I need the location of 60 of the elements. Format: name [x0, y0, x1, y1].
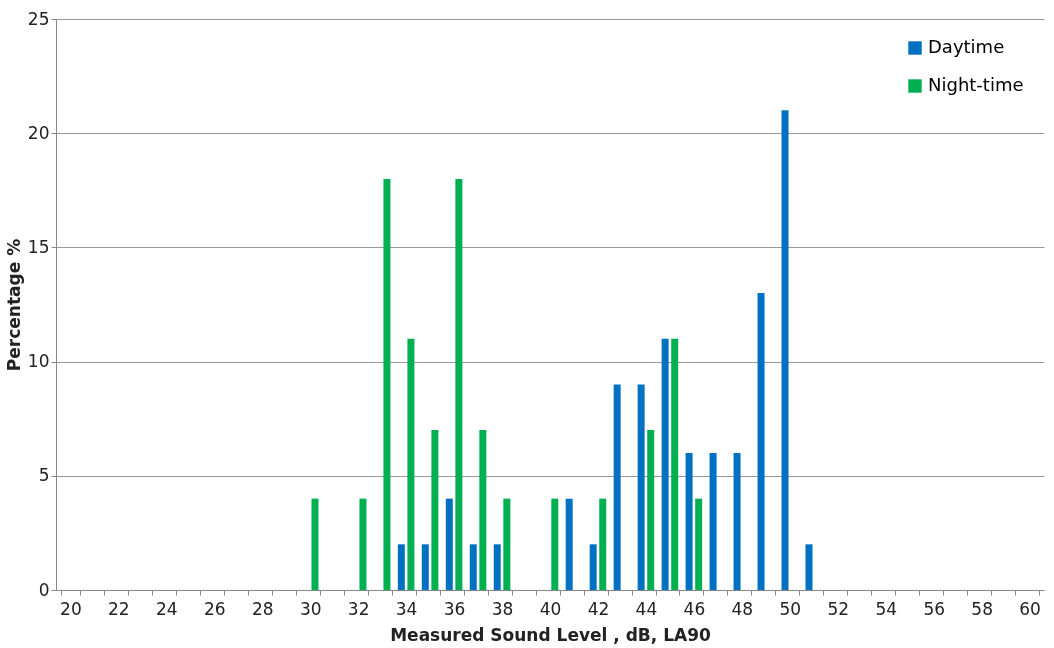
x-tick-label: 24: [155, 598, 178, 619]
x-tick-label: 26: [203, 598, 226, 619]
bar: [421, 544, 429, 590]
bar: [733, 452, 741, 590]
x-tick-label: 20: [60, 598, 82, 619]
bar: [671, 338, 679, 590]
legend-label: Night-time: [928, 74, 1024, 95]
bar: [599, 498, 607, 590]
bar: [397, 544, 405, 590]
y-tick-label: 15: [27, 236, 50, 257]
x-axis-title: Measured Sound Level , dB, LA90: [390, 624, 711, 645]
bar: [407, 338, 415, 590]
bar: [781, 110, 789, 590]
x-tick-label: 36: [443, 598, 466, 619]
bar: [637, 384, 645, 590]
x-tick-label: 48: [731, 598, 754, 619]
x-tick-label: 22: [108, 598, 130, 619]
bar: [469, 544, 477, 590]
bar: [685, 452, 693, 590]
x-tick-label: 30: [299, 598, 322, 619]
x-tick-label: 42: [587, 598, 610, 619]
bar: [661, 338, 669, 590]
x-tick-label: 46: [683, 598, 706, 619]
bar: [613, 384, 621, 590]
bar: [589, 544, 597, 590]
x-tick-label: 44: [635, 598, 658, 619]
x-tick-label: 52: [827, 598, 850, 619]
bar: [757, 293, 765, 590]
x-tick-label: 58: [971, 598, 993, 619]
x-tick-label: 28: [251, 598, 274, 619]
bar: [565, 498, 573, 590]
y-tick-label: 5: [38, 465, 50, 486]
bar: [551, 498, 559, 590]
y-tick-label: 0: [38, 579, 50, 600]
bar: [479, 430, 487, 590]
legend-label: Daytime: [928, 36, 1005, 57]
x-tick-label: 60: [1019, 598, 1041, 619]
bar: [445, 498, 453, 590]
bar: [431, 430, 439, 590]
bar: [709, 452, 717, 590]
x-tick-label: 38: [491, 598, 514, 619]
y-axis-title: Percentage %: [3, 238, 24, 372]
x-tick-label: 56: [923, 598, 946, 619]
bar: [359, 498, 367, 590]
bar: [695, 498, 703, 590]
y-tick-label: 25: [27, 8, 50, 29]
x-tick-label: 40: [539, 598, 562, 619]
y-tick-label: 20: [27, 122, 50, 143]
x-tick-label: 32: [347, 598, 370, 619]
bar: [311, 498, 319, 590]
x-tick-label: 50: [779, 598, 802, 619]
x-tick-label: 34: [395, 598, 418, 619]
bar: [503, 498, 511, 590]
bar: [647, 430, 655, 590]
bar: [383, 178, 391, 590]
x-tick-label: 54: [875, 598, 898, 619]
bar: [455, 178, 463, 590]
bar: [805, 544, 813, 590]
y-tick-label: 10: [27, 351, 50, 372]
bar: [493, 544, 501, 590]
